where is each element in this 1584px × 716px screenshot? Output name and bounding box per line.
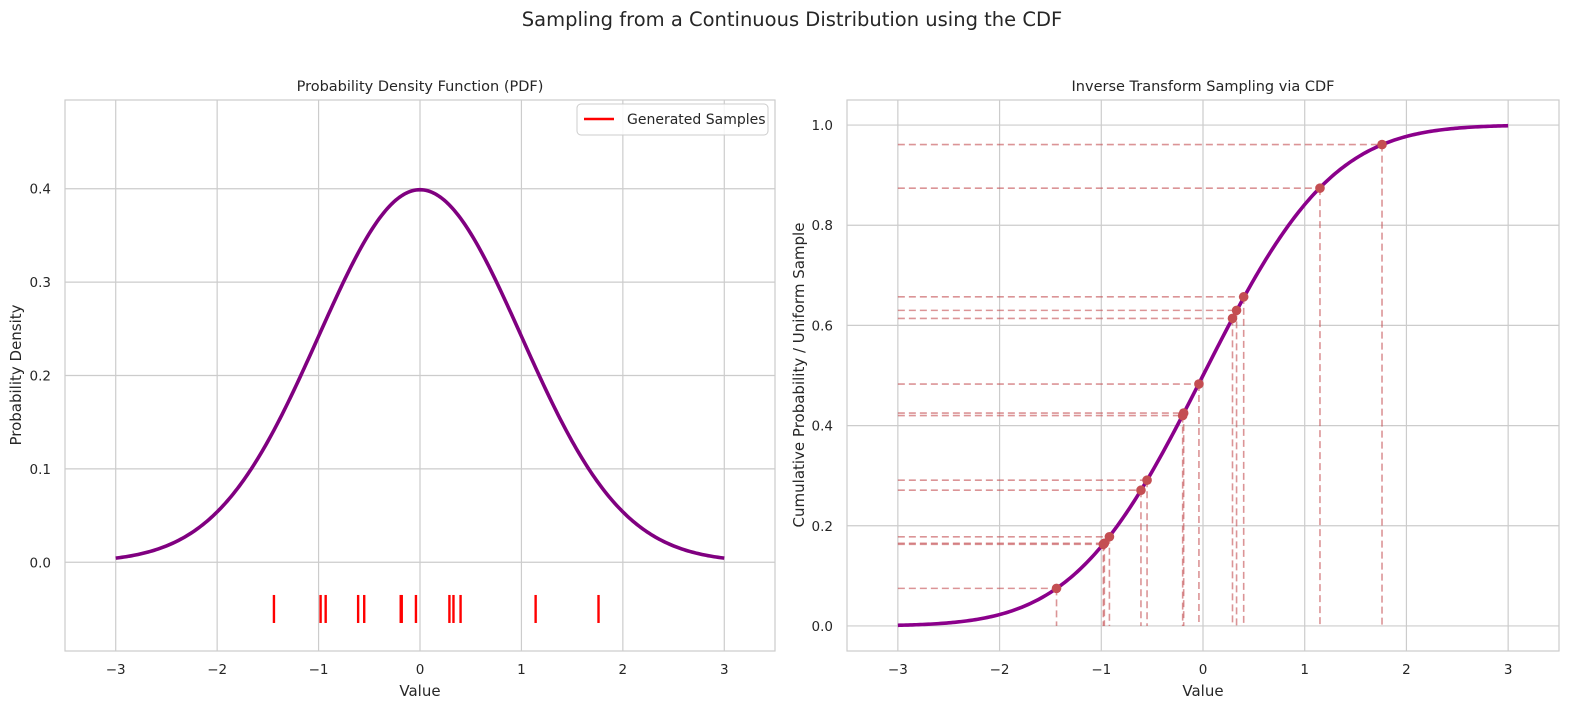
pdf-x-tick-label: 1 <box>517 662 526 678</box>
cdf-sample-point <box>1051 583 1062 594</box>
cdf-x-label: Value <box>1182 682 1223 700</box>
pdf-y-tick-label: 0.1 <box>30 462 51 478</box>
pdf-x-tick-label: −1 <box>309 662 329 678</box>
cdf-tick-labels: −3 −2 −1 0 1 2 3 0.0 0.2 0.4 0.6 0.8 1.0 <box>812 118 1513 678</box>
cdf-sample-point <box>1227 313 1238 324</box>
pdf-y-tick-label: 0.2 <box>30 369 51 385</box>
pdf-x-tick-label: 3 <box>720 662 729 678</box>
cdf-sample-point <box>1194 379 1204 389</box>
cdf-y-label: Cumulative Probability / Uniform Sample <box>790 223 808 528</box>
pdf-curve <box>115 187 725 560</box>
cdf-x-tick-label: 2 <box>1402 662 1411 678</box>
cdf-sample-point <box>1231 305 1242 316</box>
pdf-y-tick-label: 0.3 <box>30 275 51 291</box>
cdf-grid <box>847 100 1559 651</box>
cdf-y-tick-label: 0.8 <box>812 218 833 234</box>
cdf-y-tick-label: 0.6 <box>812 318 833 334</box>
cdf-y-tick-label: 0.4 <box>812 419 833 435</box>
cdf-sample-point <box>1238 292 1249 302</box>
pdf-grid <box>65 100 775 651</box>
pdf-tick-labels: −3 −2 −1 0 1 2 3 0.0 0.1 0.2 0.3 0.4 <box>30 182 729 678</box>
cdf-guide-lines <box>897 143 1383 626</box>
pdf-legend-label: Generated Samples <box>627 112 766 128</box>
pdf-legend-box <box>576 103 769 136</box>
pdf-x-tick-label: −3 <box>106 662 126 678</box>
cdf-x-tick-label: 1 <box>1300 662 1309 678</box>
pdf-legend: Generated Samples <box>576 103 769 136</box>
pdf-x-tick-label: 2 <box>619 662 628 678</box>
cdf-x-tick-label: −2 <box>990 662 1010 678</box>
pdf-title: Probability Density Function (PDF) <box>297 79 544 95</box>
cdf-y-tick-label: 0.0 <box>812 619 833 635</box>
cdf-y-tick-label: 0.2 <box>812 519 833 535</box>
cdf-sample-point <box>1315 183 1325 193</box>
cdf-x-tick-label: 3 <box>1504 662 1513 678</box>
cdf-sample-point <box>1142 475 1152 485</box>
cdf-sample-point <box>1377 139 1387 150</box>
cdf-content <box>897 123 1509 628</box>
cdf-x-tick-label: 0 <box>1199 662 1208 678</box>
pdf-y-tick-label: 0.4 <box>30 182 51 198</box>
cdf-sample-point <box>1136 485 1146 496</box>
pdf-x-tick-label: 0 <box>416 662 425 678</box>
cdf-axes-frame <box>846 99 1560 652</box>
cdf-y-tick-label: 1.0 <box>812 118 833 134</box>
pdf-content <box>115 187 725 623</box>
pdf-x-label: Value <box>399 682 440 700</box>
cdf-sample-point <box>1099 538 1110 549</box>
cdf-title: Inverse Transform Sampling via CDF <box>1072 79 1335 95</box>
cdf-x-tick-label: −1 <box>1091 662 1111 678</box>
cdf-curve <box>897 123 1509 628</box>
pdf-y-tick-label: 0.0 <box>30 555 51 571</box>
pdf-axes-frame <box>64 99 776 652</box>
cdf-sample-point <box>1178 408 1189 418</box>
cdf-axes: −3 −2 −1 0 1 2 3 0.0 0.2 0.4 0.6 0.8 1.0 Inverse Tra… <box>790 79 1560 700</box>
figure-title: Sampling from a Continuous Distribution … <box>522 8 1062 31</box>
cdf-sample-point <box>1104 531 1115 542</box>
pdf-axes: −3 −2 −1 0 1 2 3 0.0 0.1 0.2 0.3 0.4 Probability De… <box>7 79 776 700</box>
cdf-x-tick-label: −3 <box>888 662 908 678</box>
pdf-y-label: Probability Density <box>7 304 25 445</box>
pdf-x-tick-label: −2 <box>207 662 227 678</box>
